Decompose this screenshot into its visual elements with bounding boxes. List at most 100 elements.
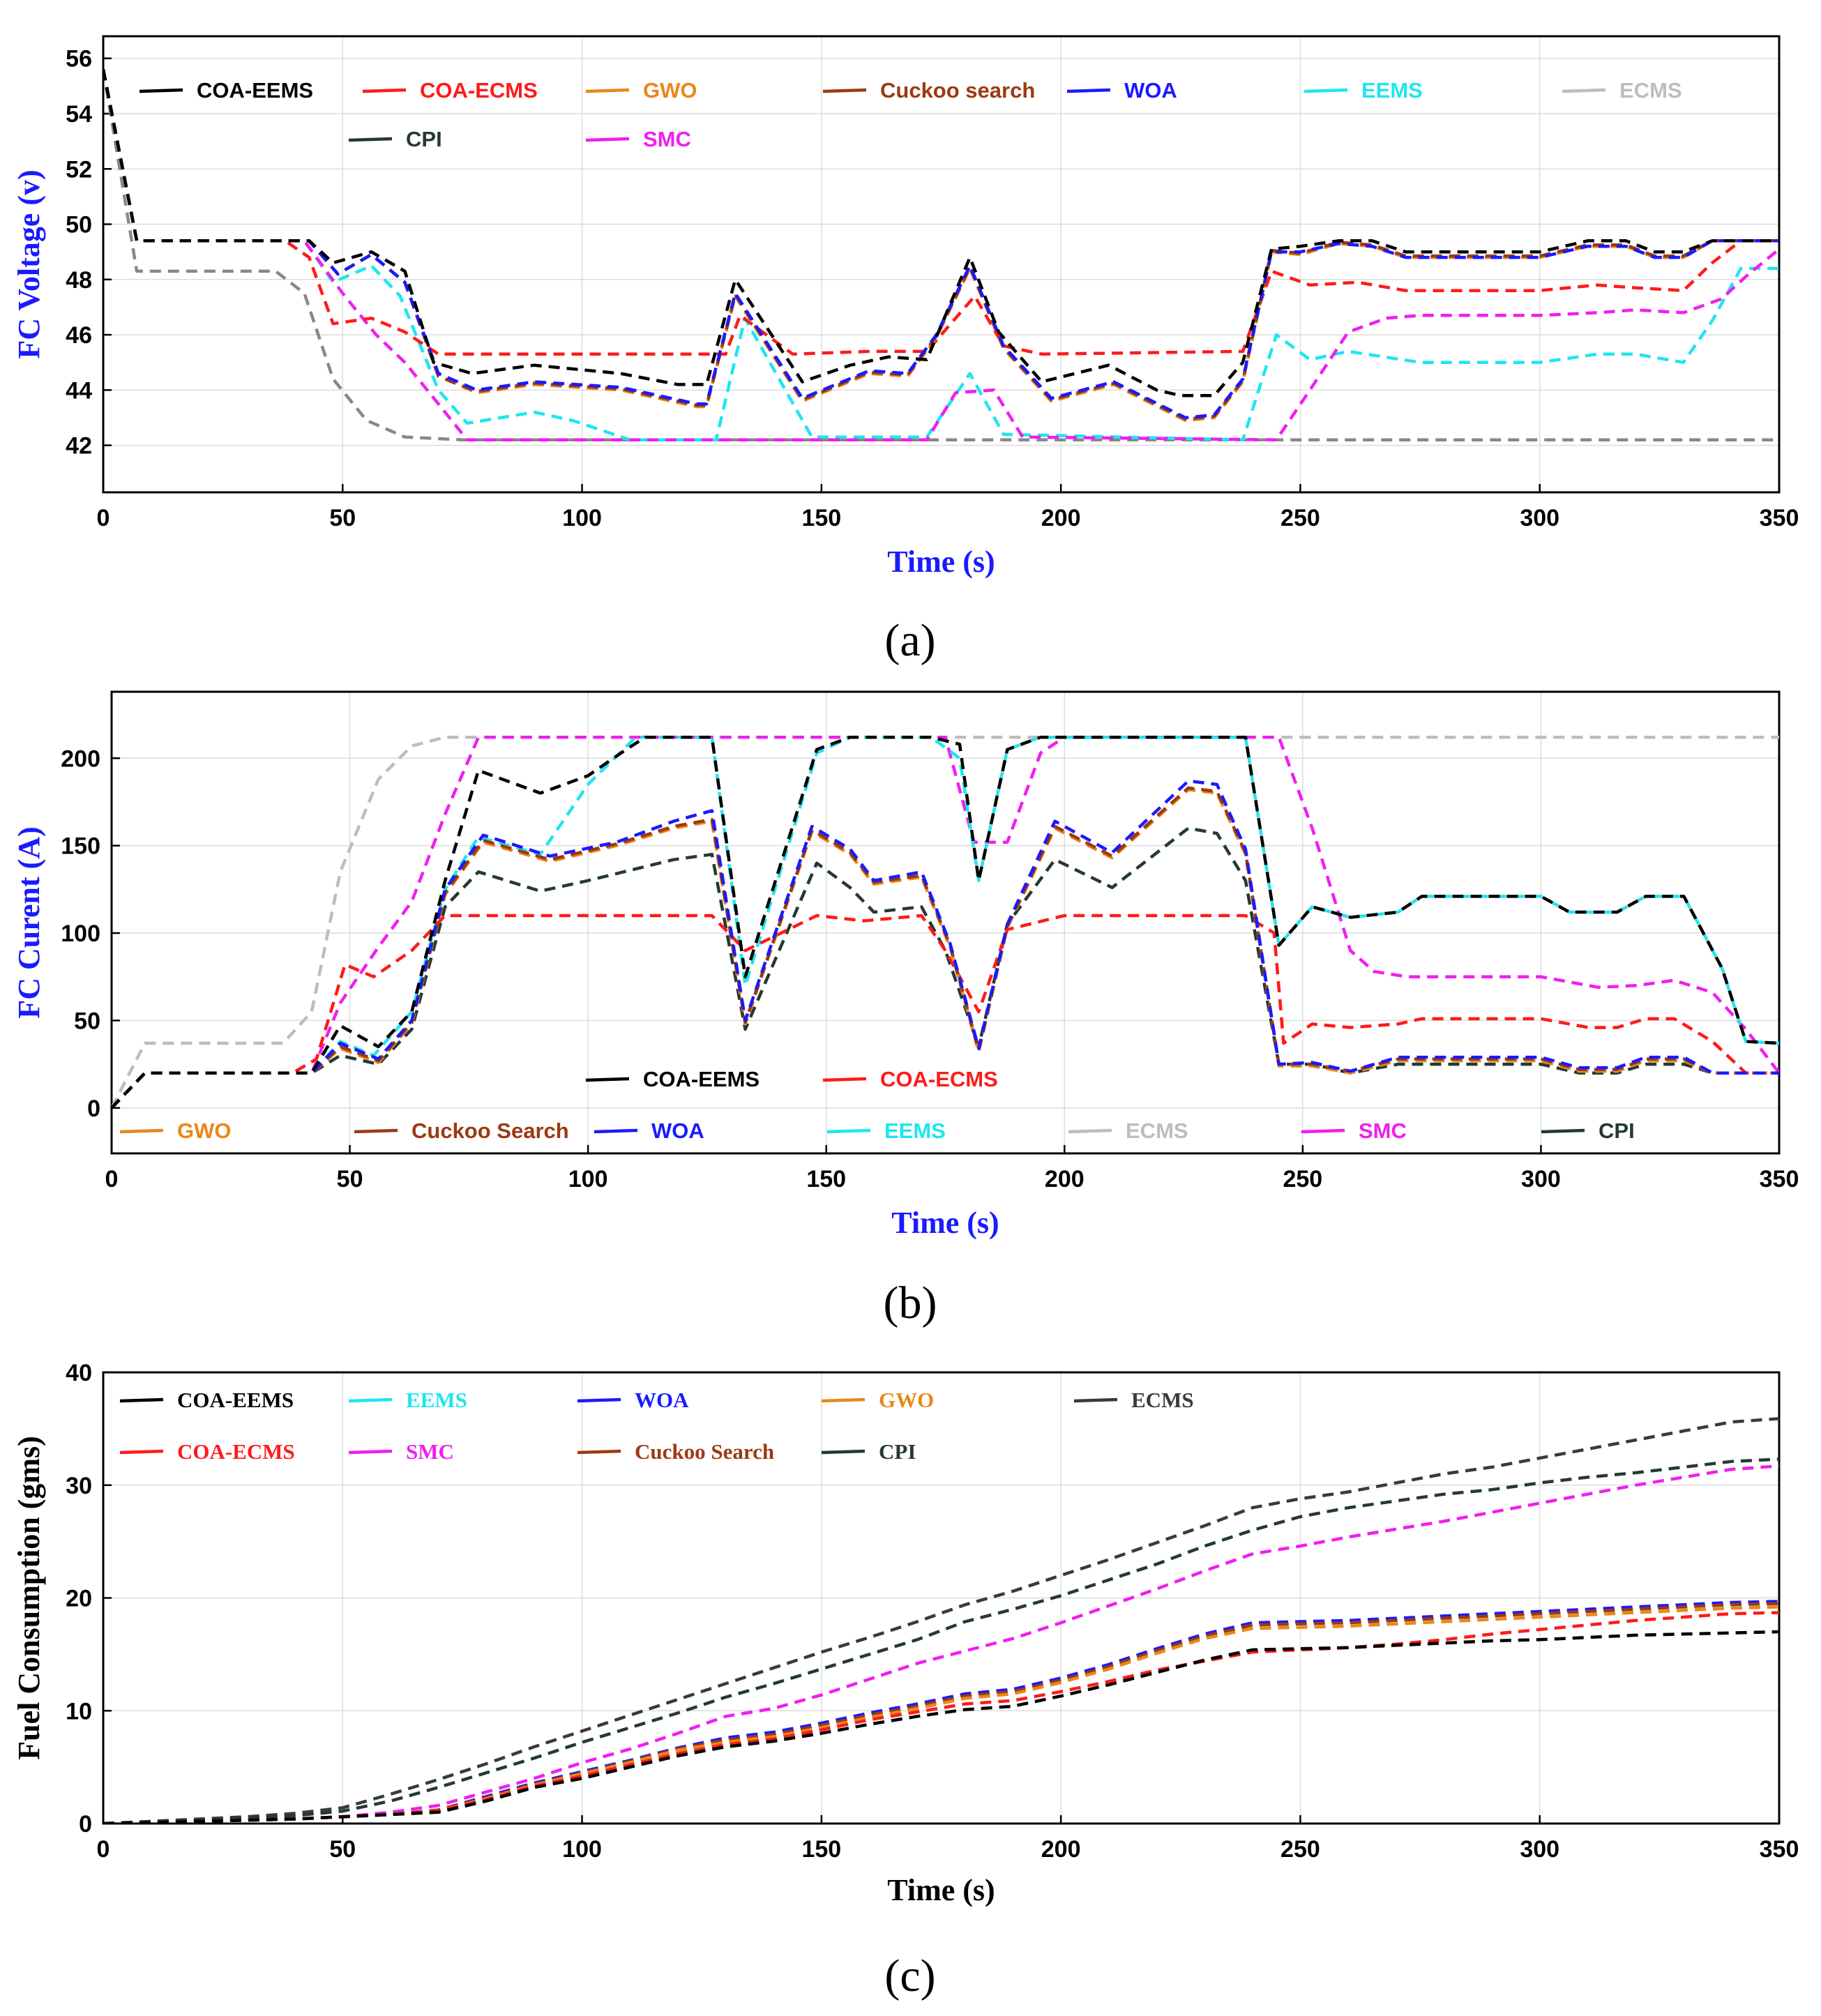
legend-label: COA-EEMS <box>197 78 313 103</box>
y-tick-label: 52 <box>66 156 92 183</box>
legend-label: COA-ECMS <box>420 78 538 103</box>
legend-swatch <box>585 137 630 142</box>
legend-entry: COA-ECMS <box>822 1067 998 1091</box>
series-line-3 <box>112 826 1779 1109</box>
series-line-7 <box>112 779 1779 1109</box>
legend-entry: Cuckoo search <box>822 78 1035 103</box>
series-line-4 <box>103 1602 1779 1824</box>
legend-swatch <box>822 88 867 93</box>
legend-swatch <box>354 1128 398 1134</box>
legend-entry: COA-ECMS <box>119 1439 295 1464</box>
legend-swatch <box>119 1449 164 1455</box>
x-tick-label: 150 <box>801 505 841 531</box>
legend-entry: GWO <box>119 1119 232 1143</box>
subfigure-caption: (c) <box>884 1950 935 2001</box>
y-tick-label: 150 <box>61 833 100 860</box>
plot-border <box>110 690 1781 1155</box>
legend-entry: CPI <box>821 1439 916 1464</box>
series-group <box>103 1417 1779 1824</box>
legend-swatch <box>348 1449 393 1455</box>
legend-label: CPI <box>879 1439 916 1464</box>
series-line-3 <box>103 1600 1779 1824</box>
x-tick-label: 150 <box>806 1166 846 1192</box>
series-line-3 <box>103 69 1779 356</box>
legend-swatch <box>348 137 393 142</box>
legend-entry: WOA <box>577 1388 689 1412</box>
legend-swatch <box>826 1128 871 1134</box>
legend-label: GWO <box>879 1388 934 1412</box>
legend-label: WOA <box>635 1388 689 1412</box>
legend-label: SMC <box>406 1439 454 1464</box>
plot-area <box>102 35 1781 494</box>
x-tick-label: 150 <box>801 1836 841 1863</box>
legend-swatch <box>139 88 183 93</box>
y-tick-label: 56 <box>66 46 92 73</box>
y-tick-label: 46 <box>66 322 92 349</box>
legend-label: EEMS <box>406 1388 467 1412</box>
y-tick-label: 30 <box>66 1473 92 1499</box>
y-tick-label: 200 <box>61 745 100 772</box>
x-tick-label: 100 <box>562 1836 602 1863</box>
legend-entry: SMC <box>585 127 691 151</box>
legend-entry: WOA <box>594 1119 704 1143</box>
legend-entry: EEMS <box>826 1119 946 1143</box>
x-tick-label: 50 <box>337 1166 363 1192</box>
x-tick-label: 200 <box>1041 505 1081 531</box>
legend-label: Cuckoo Search <box>411 1119 569 1143</box>
legend-entry: ECMS <box>1073 1388 1194 1412</box>
x-tick-label: 200 <box>1041 1836 1081 1863</box>
subfigure-caption: (a) <box>884 615 935 666</box>
legend-swatch <box>822 1077 867 1082</box>
series-line-5 <box>103 1605 1779 1824</box>
y-tick-label: 10 <box>66 1698 92 1725</box>
legend-swatch <box>119 1397 164 1403</box>
subfigure-caption: (b) <box>884 1278 937 1328</box>
x-tick-label: 100 <box>562 505 602 531</box>
legend-swatch <box>348 1397 393 1403</box>
legend-label: ECMS <box>1126 1119 1188 1143</box>
legend-entry: Cuckoo Search <box>577 1439 774 1464</box>
legend-swatch <box>577 1449 621 1455</box>
series-line-8 <box>112 735 1779 1109</box>
legend-entry: GWO <box>585 78 697 103</box>
legend-swatch <box>1304 88 1348 93</box>
legend-entry: EEMS <box>348 1388 467 1412</box>
legend-entry: SMC <box>1301 1119 1407 1143</box>
legend-swatch <box>577 1397 621 1403</box>
legend-entry: COA-ECMS <box>362 78 538 103</box>
series-group <box>112 735 1779 1109</box>
legend-label: EEMS <box>884 1119 946 1143</box>
y-tick-label: 40 <box>66 1360 92 1386</box>
series-line-7 <box>103 1630 1779 1824</box>
legend-label: COA-ECMS <box>177 1439 295 1464</box>
legend-entry: SMC <box>348 1439 454 1464</box>
x-tick-label: 0 <box>105 1166 119 1192</box>
legend-entry: COA-EEMS <box>119 1388 294 1412</box>
chart-c: 0 50 100 150 200 250 300 350 0 10 20 30 40 COA-EEMS EE… <box>12 1360 1799 2001</box>
legend-swatch <box>119 1128 164 1134</box>
legend-entry: CPI <box>348 127 442 151</box>
y-tick-label: 44 <box>66 377 92 404</box>
legend-label: COA-ECMS <box>880 1067 998 1091</box>
legend-swatch <box>1073 1397 1118 1403</box>
legend-label: SMC <box>1359 1119 1407 1143</box>
x-tick-label: 350 <box>1760 505 1799 531</box>
legend-label: Cuckoo search <box>880 78 1035 103</box>
legend-entry: COA-EEMS <box>585 1067 760 1091</box>
chart-a: 0 50 100 150 200 250 300 350 42 44 46 48 50 52 54 56 COA… <box>12 35 1799 666</box>
x-tick-label: 0 <box>97 1836 110 1863</box>
legend-swatch <box>362 88 407 93</box>
plot-border <box>102 1371 1781 1825</box>
x-tick-label: 250 <box>1280 505 1320 531</box>
y-tick-label: 48 <box>66 267 92 294</box>
legend-entry: Cuckoo Search <box>354 1119 569 1143</box>
legend-label: SMC <box>643 127 691 151</box>
y-axis-label: Fuel Consumption (gms) <box>12 1436 46 1760</box>
y-axis-label: FC Curent (A) <box>12 826 46 1018</box>
x-tick-label: 350 <box>1760 1166 1799 1192</box>
legend-swatch <box>1066 88 1111 93</box>
x-tick-label: 350 <box>1760 1836 1799 1863</box>
chart-b: 0 50 100 150 200 250 300 350 0 50 100 150 200 COA-EEM… <box>12 690 1799 1328</box>
legend-label: WOA <box>651 1119 704 1143</box>
